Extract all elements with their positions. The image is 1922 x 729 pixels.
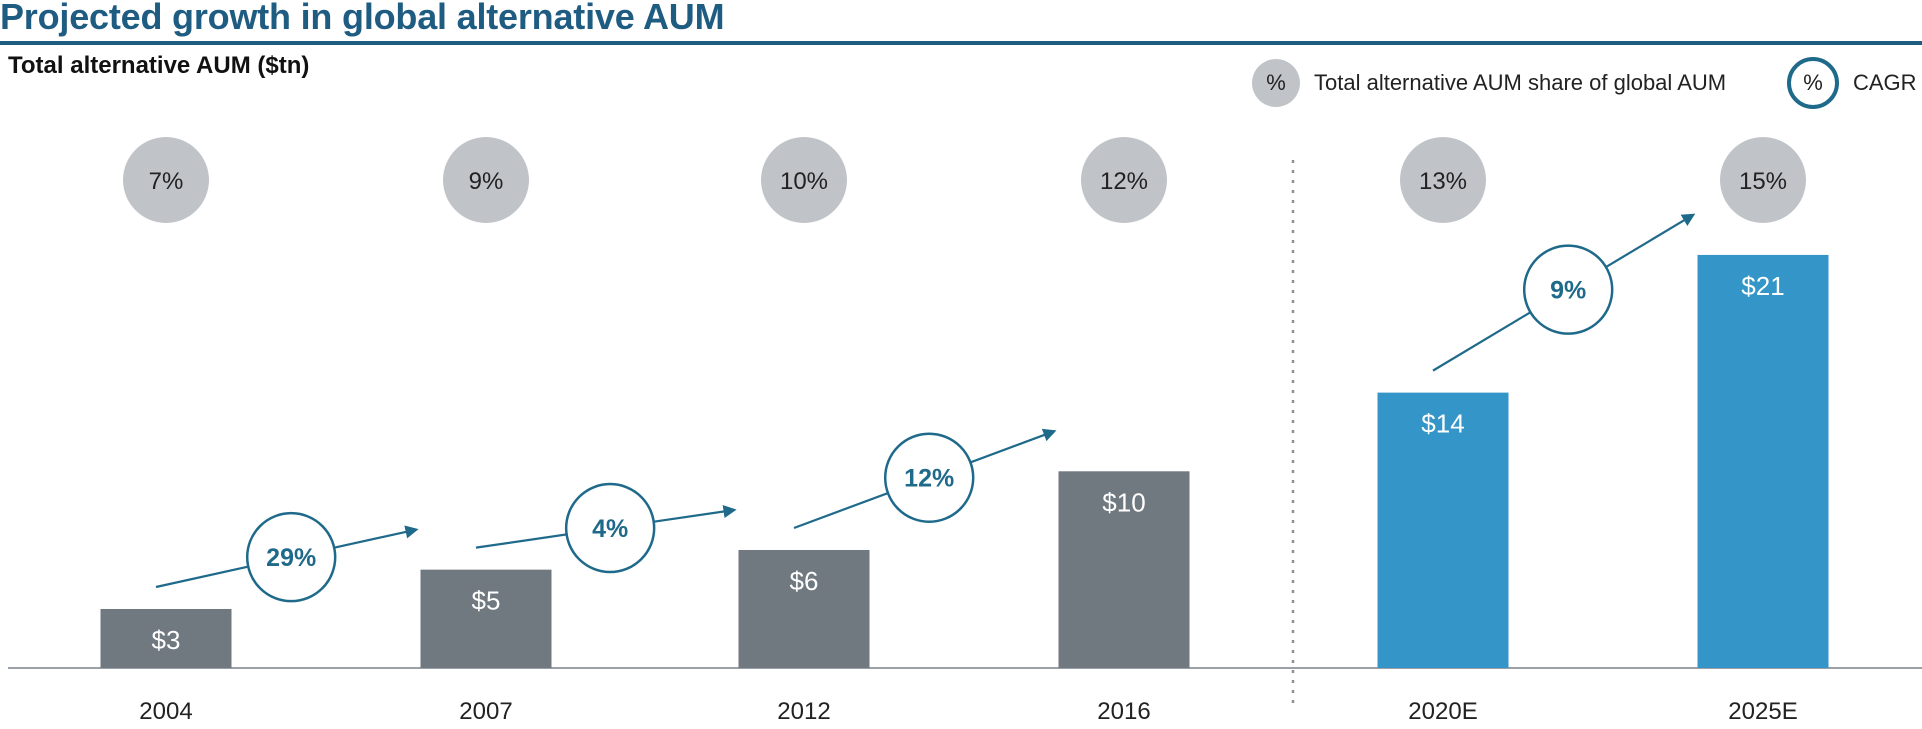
cagr-label: 9% bbox=[1550, 277, 1586, 305]
page-title: Projected growth in global alternative A… bbox=[0, 0, 725, 37]
bar-2020E bbox=[1377, 392, 1509, 668]
share-circle-label: 15% bbox=[1739, 168, 1787, 195]
cagr-circle bbox=[883, 432, 975, 523]
title-rule bbox=[0, 41, 1922, 45]
legend-cagr: % CAGR bbox=[1787, 57, 1917, 109]
chart-subtitle: Total alternative AUM ($tn) bbox=[8, 52, 310, 79]
bar-value-label: $3 bbox=[152, 625, 181, 655]
bar-2025E bbox=[1697, 254, 1829, 668]
share-circle bbox=[1720, 137, 1806, 223]
x-tick-label: 2007 bbox=[459, 698, 512, 725]
share-circle bbox=[123, 137, 209, 223]
share-circle bbox=[443, 137, 529, 223]
share-circle-label: 13% bbox=[1419, 168, 1467, 195]
x-tick-label: 2020E bbox=[1408, 698, 1477, 725]
bar-value-label: $6 bbox=[790, 566, 819, 596]
cagr-circle bbox=[245, 511, 337, 603]
cagr-circle bbox=[564, 482, 656, 574]
x-tick-label: 2025E bbox=[1728, 698, 1797, 725]
legend-cagr-label: CAGR bbox=[1853, 70, 1917, 95]
legend-share-swatch: % bbox=[1252, 59, 1300, 107]
x-tick-label: 2012 bbox=[777, 698, 830, 725]
cagr-label: 29% bbox=[266, 544, 316, 572]
bar-value-label: $14 bbox=[1421, 409, 1464, 439]
bar-value-label: $21 bbox=[1741, 271, 1784, 301]
cagr-label: 12% bbox=[904, 465, 954, 493]
x-tick-label: 2004 bbox=[139, 698, 192, 725]
bar-2004 bbox=[100, 608, 232, 668]
legend-cagr-swatch: % bbox=[1787, 57, 1839, 109]
cagr-label: 4% bbox=[592, 515, 628, 543]
share-circle bbox=[1081, 137, 1167, 223]
share-circle bbox=[1400, 137, 1486, 223]
share-circle-label: 9% bbox=[469, 168, 504, 195]
share-circle-label: 7% bbox=[149, 168, 184, 195]
bar-2007 bbox=[420, 569, 552, 668]
legend-share: % Total alternative AUM share of global … bbox=[1252, 58, 1726, 108]
bar-2016 bbox=[1058, 471, 1190, 668]
bar-value-label: $5 bbox=[472, 586, 501, 616]
x-tick-label: 2016 bbox=[1097, 698, 1150, 725]
share-circle-label: 10% bbox=[780, 168, 828, 195]
bar-2012 bbox=[738, 549, 870, 668]
share-circle bbox=[761, 137, 847, 223]
legend-share-label: Total alternative AUM share of global AU… bbox=[1314, 70, 1727, 95]
share-circle-label: 12% bbox=[1100, 168, 1148, 195]
bar-value-label: $10 bbox=[1102, 487, 1145, 517]
cagr-circle bbox=[1522, 244, 1614, 335]
